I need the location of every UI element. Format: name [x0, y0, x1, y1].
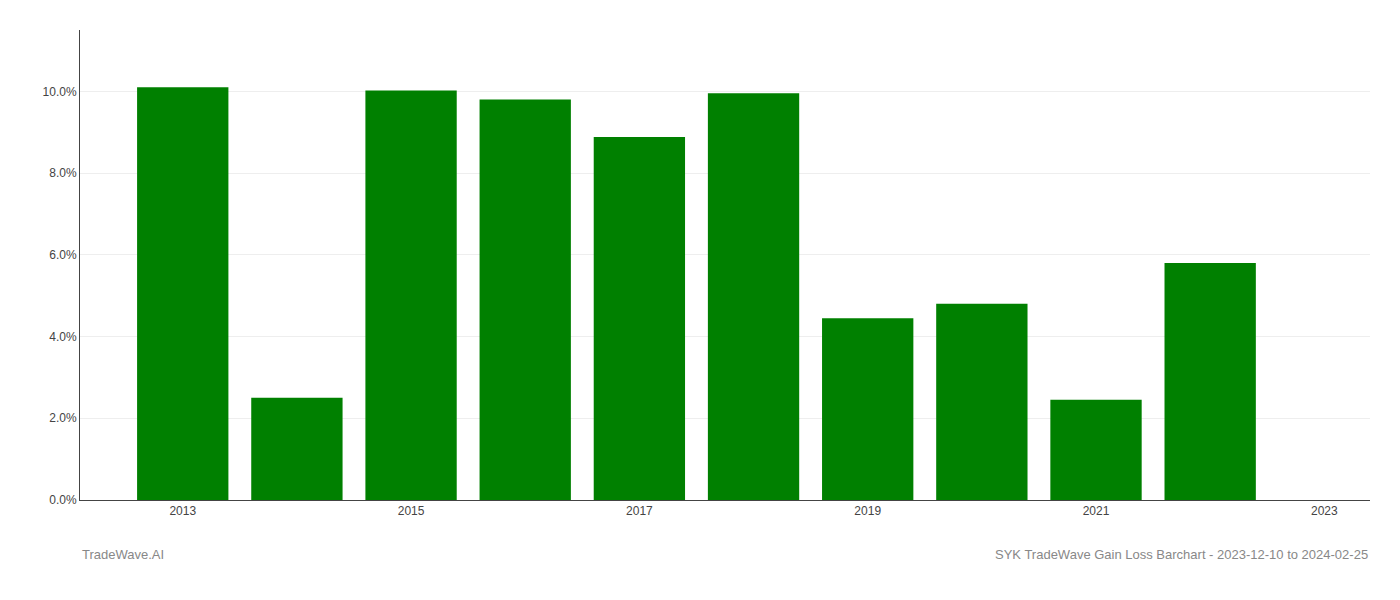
- svg-text:TradeWave.AI: TradeWave.AI: [82, 547, 164, 562]
- svg-text:4.0%: 4.0%: [49, 330, 77, 344]
- svg-text:SYK TradeWave Gain Loss Barcha: SYK TradeWave Gain Loss Barchart - 2023-…: [995, 547, 1368, 562]
- svg-text:2017: 2017: [626, 504, 653, 518]
- svg-text:2015: 2015: [398, 504, 425, 518]
- svg-text:2023: 2023: [1311, 504, 1338, 518]
- svg-text:10.0%: 10.0%: [43, 85, 77, 99]
- svg-text:2.0%: 2.0%: [49, 411, 77, 425]
- svg-text:6.0%: 6.0%: [49, 248, 77, 262]
- svg-text:2019: 2019: [854, 504, 881, 518]
- svg-text:2021: 2021: [1083, 504, 1110, 518]
- svg-text:0.0%: 0.0%: [49, 493, 77, 507]
- svg-text:2013: 2013: [169, 504, 196, 518]
- svg-text:8.0%: 8.0%: [49, 166, 77, 180]
